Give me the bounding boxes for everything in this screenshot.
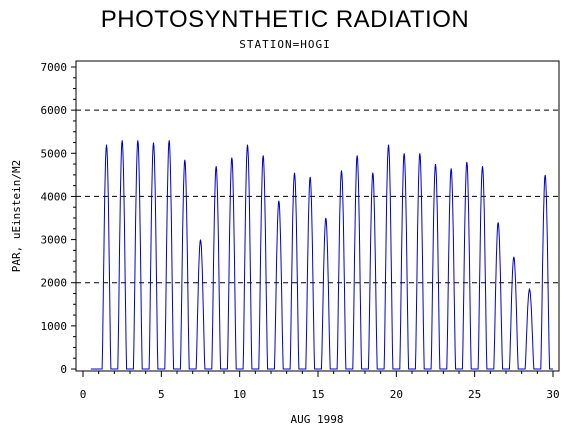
y-tick-label: 6000 [41, 104, 68, 117]
x-axis-label: AUG 1998 [291, 413, 344, 426]
y-tick-label: 2000 [41, 277, 68, 290]
y-tick-label: 1000 [41, 320, 68, 333]
x-tick-label: 10 [233, 388, 246, 401]
y-tick-label: 5000 [41, 147, 68, 160]
x-tick-label: 0 [80, 388, 87, 401]
chart-subtitle: STATION=HOGI [239, 38, 331, 51]
y-tick-label: 7000 [41, 61, 68, 74]
y-axis: 0 1000 2000 3000 4000 5000 6000 7000 [41, 61, 76, 376]
plot-frame [75, 60, 560, 372]
par-series-line [90, 140, 553, 370]
x-tick-label: 30 [546, 388, 559, 401]
y-tick-label: 4000 [41, 190, 68, 203]
reference-lines [76, 109, 559, 284]
x-tick-label: 15 [311, 388, 324, 401]
y-tick-label: 3000 [41, 234, 68, 247]
x-tick-label: 20 [390, 388, 403, 401]
y-tick-label: 0 [60, 363, 67, 376]
x-tick-label: 25 [468, 388, 481, 401]
x-tick-label: 5 [158, 388, 165, 401]
x-axis: 0 5 10 15 20 25 30 [80, 371, 560, 401]
y-axis-label: PAR, uEinstein/M2 [10, 160, 23, 273]
chart-title: PHOTOSYNTHETIC RADIATION [100, 6, 470, 33]
